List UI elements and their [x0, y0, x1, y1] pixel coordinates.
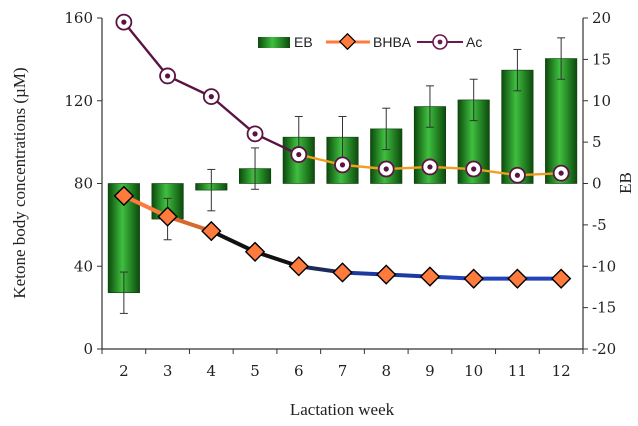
- x-tick-label: 4: [207, 362, 217, 380]
- ac-point-center: [339, 162, 346, 168]
- bhba-point: [332, 262, 353, 283]
- error-bars-layer: [119, 37, 566, 314]
- y2-tick-label: -20: [592, 340, 616, 358]
- bhba-point: [244, 241, 266, 262]
- legend-item-ac: Ac: [417, 34, 482, 50]
- y2-tick-label: 20: [592, 9, 611, 27]
- bhba-point: [463, 268, 484, 289]
- y-tick-labels: 0 40 80 120 160: [64, 9, 93, 358]
- bhba-point: [507, 268, 528, 289]
- ac-point-center: [121, 19, 127, 25]
- ac-point-center: [296, 151, 302, 158]
- bhba-line-layer: [113, 185, 572, 289]
- y-tick-label: 120: [64, 92, 93, 110]
- ac-point-center: [514, 172, 521, 178]
- y2-tick-label: 0: [592, 175, 602, 193]
- legend-item-eb: EB: [258, 34, 313, 50]
- x-tick-label: 9: [425, 362, 435, 380]
- ac-point-center: [383, 166, 389, 172]
- x-tick-label: 10: [464, 362, 483, 380]
- bhba-point: [550, 268, 572, 289]
- bars-layer: [107, 58, 578, 294]
- x-tick-label: 2: [119, 362, 129, 380]
- y2-tick-label: 5: [592, 133, 602, 151]
- legend-bhba-marker: [338, 32, 357, 51]
- y2-tick-labels: -20 -15 -10 -5 0 5 10 15 20: [592, 9, 616, 358]
- y-tick-label: 40: [74, 257, 93, 275]
- y2-tick-label: 15: [592, 50, 611, 68]
- legend-ac-label: Ac: [466, 34, 482, 50]
- y-axis-title: Ketone body concentrations (µM): [10, 67, 29, 298]
- bhba-point: [157, 206, 178, 227]
- legend-eb-swatch: [258, 37, 290, 48]
- x-tick-label: 11: [508, 362, 527, 380]
- ac-point-center: [471, 166, 477, 172]
- bhba-point: [201, 220, 222, 242]
- legend-ac-marker-dot: [437, 39, 443, 45]
- y-tick-label: 160: [64, 9, 93, 27]
- y2-tick-label: -15: [592, 299, 616, 317]
- y2-tick-label: -5: [592, 216, 607, 234]
- x-tick-labels: 2 3 4 5 6 7 8 9 10 11 12: [119, 362, 571, 380]
- ac-line-segment: [210, 95, 256, 135]
- x-tick-label: 3: [163, 362, 173, 380]
- x-tick-label: 5: [250, 362, 260, 380]
- y2-tick-label: 10: [592, 92, 611, 110]
- x-tick-label: 8: [381, 362, 391, 380]
- y-tick-label: 0: [83, 340, 93, 358]
- ac-point-center: [558, 170, 564, 176]
- x-tick-label: 6: [294, 362, 304, 380]
- ac-point-center: [208, 94, 214, 100]
- bhba-point: [376, 264, 397, 285]
- legend-item-bhba: BHBA: [326, 32, 412, 51]
- bhba-line-segment: [121, 193, 170, 219]
- legend-bhba-label: BHBA: [373, 34, 412, 50]
- y2-tick-label: -10: [592, 257, 616, 275]
- ac-point-center: [252, 131, 258, 137]
- bhba-line-segment: [209, 229, 258, 254]
- legend: EB BHBA Ac: [258, 32, 482, 51]
- ac-point-center: [164, 73, 171, 79]
- y-tick-label: 80: [74, 175, 93, 193]
- y2-axis-title: EB: [616, 172, 635, 194]
- legend-eb-label: EB: [294, 34, 313, 50]
- bhba-point: [113, 185, 135, 207]
- ac-line-segment: [122, 21, 169, 77]
- ac-point-center: [427, 164, 433, 170]
- bhba-point: [288, 256, 309, 277]
- x-tick-label: 7: [338, 362, 348, 380]
- bhba-point: [419, 266, 441, 287]
- ac-line-layer: [115, 13, 570, 184]
- x-tick-label: 12: [552, 362, 571, 380]
- x-axis-title: Lactation week: [290, 400, 395, 419]
- axis-ticks-layer: [97, 17, 588, 354]
